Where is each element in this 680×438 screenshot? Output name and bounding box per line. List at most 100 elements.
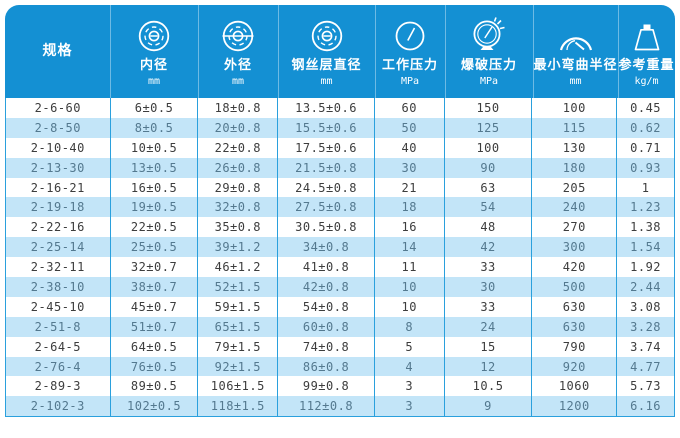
- table-cell: 2-89-3: [6, 376, 111, 397]
- table-row: 2-19-18 19±0.5 32±0.8 27.5±0.8 18 54 240 1.23: [6, 197, 674, 218]
- column-unit: mm: [231, 76, 245, 87]
- table-cell: 180: [532, 157, 618, 178]
- table-cell: 10±0.5: [111, 137, 199, 158]
- table-cell: 2-102-3: [6, 396, 111, 417]
- column-label: 钢丝层直径: [291, 58, 362, 73]
- table-cell: 39±1.2: [198, 237, 279, 258]
- table-cell: 6±0.5: [111, 98, 199, 118]
- table-cell: 32±0.8: [198, 197, 279, 218]
- table-cell: 30: [375, 157, 445, 178]
- table-cell: 3.74: [630, 339, 662, 354]
- header-cell-wire-layer-diameter: 钢丝层直径 mm: [278, 5, 375, 98]
- column-unit: MPa: [479, 76, 499, 87]
- table-cell: 102±0.5: [111, 396, 199, 417]
- table-cell: 14: [375, 237, 445, 258]
- table-cell: 35±0.8: [198, 217, 279, 238]
- table-cell: 130: [532, 137, 618, 158]
- table-cell: 125: [445, 117, 533, 138]
- header-cell-outer-diameter: 外径 mm: [198, 5, 278, 98]
- table-cell: 2-8-50: [6, 117, 111, 138]
- table-row: 2-25-14 25±0.5 39±1.2 34±0.8 14 42 300 1.54: [6, 237, 674, 258]
- table-cell: 240: [532, 197, 618, 218]
- table-cell: 2-64-5: [6, 336, 111, 357]
- column-label: 规格: [42, 43, 73, 59]
- table-cell: 5: [375, 336, 445, 357]
- table-cell: 86±0.8: [278, 356, 375, 377]
- table-cell: 270: [532, 217, 618, 238]
- table-cell: 420: [532, 257, 618, 278]
- table-cell: 2-76-4: [6, 356, 111, 377]
- table-cell: 10.5: [445, 376, 533, 397]
- header-cell-spec: 规格: [5, 5, 110, 98]
- spec-table: 规格 内径 mm: [5, 5, 675, 418]
- table-cell: 10: [375, 296, 445, 317]
- column-unit: mm: [569, 76, 582, 87]
- header-cell-min-bend-radius: 最小弯曲半径 mm: [533, 5, 618, 98]
- table-cell: 1.54: [630, 240, 662, 255]
- table-row: 2-32-11 32±0.7 46±1.2 41±0.8 11 33 420 1.92: [6, 257, 674, 278]
- table-cell: 33: [445, 296, 533, 317]
- table-row: 2-38-10 38±0.7 52±1.5 42±0.8 10 30 500 2.44: [6, 277, 674, 297]
- header-cell-working-pressure: 工作压力 MPa: [375, 5, 445, 98]
- table-cell: 79±1.5: [198, 336, 279, 357]
- column-label: 参考重量: [618, 58, 675, 73]
- table-row: 2-10-40 10±0.5 22±0.8 17.5±0.6 40 100 130 0.71: [6, 137, 674, 158]
- table-cell: 64±0.5: [111, 336, 199, 357]
- table-cell: 15.5±0.6: [278, 117, 375, 138]
- table-cell: 89±0.5: [111, 376, 199, 397]
- table-cell: 1.23: [630, 200, 662, 215]
- table-cell: 22±0.8: [198, 137, 279, 158]
- table-cell: 13.5±0.6: [278, 98, 375, 118]
- table-cell: 34±0.8: [278, 237, 375, 258]
- table-row: 2-64-5 64±0.5 79±1.5 74±0.8 5 15 790 3.74: [6, 336, 674, 357]
- table-cell: 2-10-40: [6, 137, 111, 158]
- table-cell: 21: [375, 177, 445, 198]
- table-cell: 16: [375, 217, 445, 238]
- table-cell: 40: [375, 137, 445, 158]
- table-cell: 2-6-60: [6, 98, 111, 118]
- table-cell: 2-22-16: [6, 217, 111, 238]
- table-cell: 33: [445, 257, 533, 278]
- table-cell: 13±0.5: [111, 157, 199, 178]
- table-cell: 22±0.5: [111, 217, 199, 238]
- table-cell: 205: [532, 177, 618, 198]
- table-cell: 2-25-14: [6, 237, 111, 258]
- table-cell: 18: [375, 197, 445, 218]
- table-cell: 0.93: [630, 160, 662, 175]
- table-cell: 106±1.5: [198, 376, 279, 397]
- table-cell: 300: [532, 237, 618, 258]
- table-cell: 18±0.8: [198, 98, 279, 118]
- table-cell: 2-13-30: [6, 157, 111, 178]
- header-cell-inner-diameter: 内径 mm: [110, 5, 198, 98]
- table-body: 2-6-60 6±0.5 18±0.8 13.5±0.6 60 150 100 0.45 2-8…: [5, 98, 675, 418]
- table-cell: 11: [375, 257, 445, 278]
- table-cell: 2-32-11: [6, 257, 111, 278]
- inner-diameter-icon: [137, 15, 171, 53]
- table-cell: 27.5±0.8: [278, 197, 375, 218]
- table-cell: 0.45: [630, 100, 662, 115]
- table-row: 2-16-21 16±0.5 29±0.8 24.5±0.8 21 63 205 1: [6, 177, 674, 198]
- table-cell: 24.5±0.8: [278, 177, 375, 198]
- table-cell: 0.71: [630, 140, 662, 155]
- table-cell: 41±0.8: [278, 257, 375, 278]
- table-cell: 1200: [532, 396, 618, 417]
- table-cell: 3.08: [630, 299, 662, 314]
- header-cell-reference-weight: 参考重量 kg/m: [618, 5, 675, 98]
- table-cell: 500: [532, 277, 618, 297]
- table-cell: 9: [445, 396, 533, 417]
- table-cell: 60: [375, 98, 445, 118]
- table-cell: 16±0.5: [111, 177, 199, 198]
- column-unit: mm: [320, 76, 333, 87]
- table-cell: 1.92: [630, 260, 662, 275]
- table-cell: 2-16-21: [6, 177, 111, 198]
- table-cell: 48: [445, 217, 533, 238]
- table-cell: 2-38-10: [6, 277, 111, 297]
- header-cell-burst-pressure: 爆破压力 MPa: [445, 5, 533, 98]
- table-cell: 12: [445, 356, 533, 377]
- table-row: 2-76-4 76±0.5 92±1.5 86±0.8 4 12 920 4.77: [6, 356, 674, 377]
- table-cell: 100: [532, 98, 618, 118]
- bend-radius-icon: [555, 15, 597, 53]
- table-cell: 29±0.8: [198, 177, 279, 198]
- table-cell: 54: [445, 197, 533, 218]
